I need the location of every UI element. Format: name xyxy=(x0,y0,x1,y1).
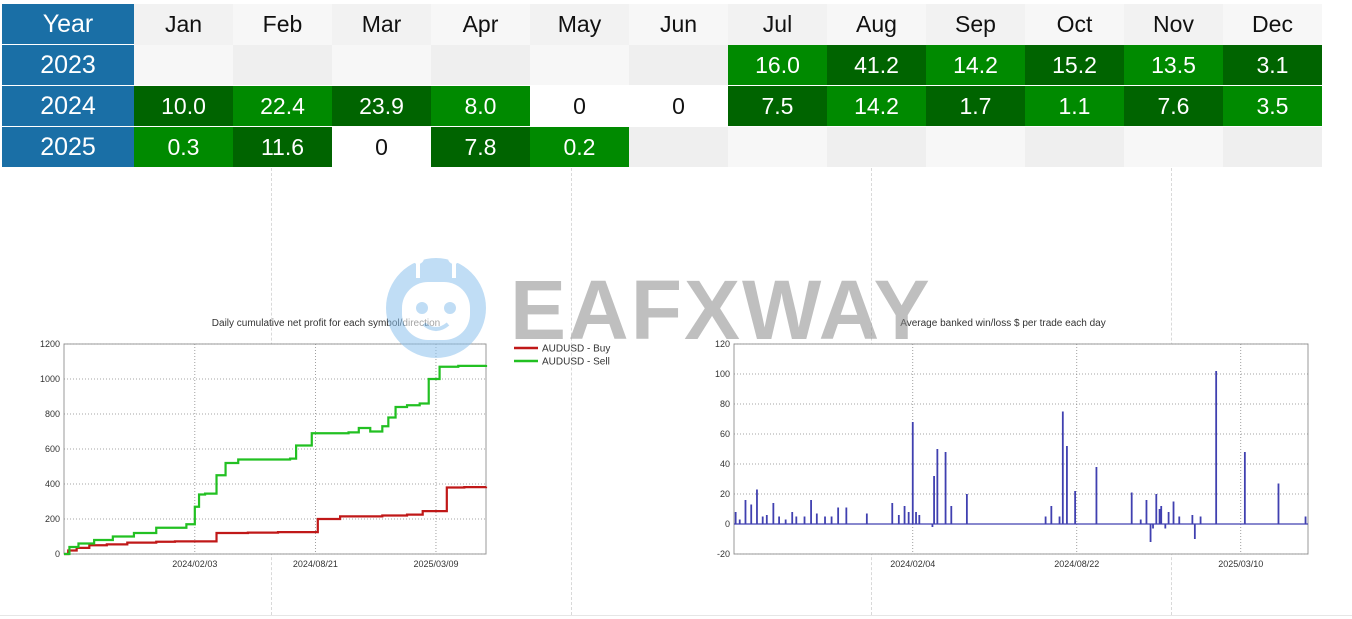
series-line-1 xyxy=(64,364,488,556)
y-tick-label: 40 xyxy=(720,459,730,469)
month-value-cell: 0.2 xyxy=(530,127,629,168)
month-value-cell: 1.1 xyxy=(1025,86,1124,127)
x-tick-label: 2024/08/21 xyxy=(293,559,338,569)
month-value-cell: 7.8 xyxy=(431,127,530,168)
x-tick-label: 2025/03/09 xyxy=(413,559,458,569)
month-value-cell: 14.2 xyxy=(926,45,1025,86)
month-value-cell: 14.2 xyxy=(827,86,926,127)
month-value-cell xyxy=(1025,127,1124,168)
y-tick-label: -20 xyxy=(717,549,730,559)
month-value-cell xyxy=(233,45,332,86)
month-value-cell: 0.3 xyxy=(134,127,233,168)
table-header-row: Year Jan Feb Mar Apr May Jun Jul Aug Sep Oct Nov De… xyxy=(2,4,1322,45)
x-tick-label: 2025/03/10 xyxy=(1218,559,1263,569)
y-tick-label: 120 xyxy=(715,339,730,349)
month-value-cell: 3.5 xyxy=(1223,86,1322,127)
table-body: 2023 16.0 41.2 14.2 15.2 13.5 3.1 2024 10.0 22.4 2… xyxy=(2,45,1322,168)
month-header-jan: Jan xyxy=(134,4,233,45)
bottom-border xyxy=(0,615,1352,616)
y-tick-label: 600 xyxy=(45,444,60,454)
month-value-cell: 3.1 xyxy=(1223,45,1322,86)
month-value-cell: 8.0 xyxy=(431,86,530,127)
table-row: 2024 10.0 22.4 23.9 8.0 0 0 7.5 14.2 1.7 1.1 7.6 3.5 xyxy=(2,86,1322,127)
y-tick-label: 100 xyxy=(715,369,730,379)
year-cell: 2024 xyxy=(2,86,134,127)
month-value-cell xyxy=(1124,127,1223,168)
legend-label: AUDUSD - Sell xyxy=(542,357,610,368)
y-tick-label: 20 xyxy=(720,489,730,499)
y-tick-label: 400 xyxy=(45,479,60,489)
month-value-cell: 0 xyxy=(530,86,629,127)
month-header-jul: Jul xyxy=(728,4,827,45)
month-header-mar: Mar xyxy=(332,4,431,45)
month-header-nov: Nov xyxy=(1124,4,1223,45)
month-value-cell xyxy=(1223,127,1322,168)
y-tick-label: 0 xyxy=(55,549,60,559)
month-value-cell xyxy=(431,45,530,86)
month-header-aug: Aug xyxy=(827,4,926,45)
chart-legend: AUDUSD - Buy AUDUSD - Sell xyxy=(514,344,610,368)
month-header-may: May xyxy=(530,4,629,45)
grid-separator xyxy=(571,168,572,615)
y-tick-label: 0 xyxy=(725,519,730,529)
month-header-jun: Jun xyxy=(629,4,728,45)
month-value-cell: 1.7 xyxy=(926,86,1025,127)
month-value-cell: 41.2 xyxy=(827,45,926,86)
month-value-cell xyxy=(530,45,629,86)
month-header-dec: Dec xyxy=(1223,4,1322,45)
cumulative-profit-chart: Daily cumulative net profit for each sym… xyxy=(40,318,610,569)
month-header-sep: Sep xyxy=(926,4,1025,45)
month-value-cell xyxy=(629,45,728,86)
monthly-performance-table: Year Jan Feb Mar Apr May Jun Jul Aug Sep Oct Nov De… xyxy=(2,4,1322,168)
month-value-cell: 13.5 xyxy=(1124,45,1223,86)
avg-win-loss-chart: Average banked win/loss $ per trade each… xyxy=(715,318,1309,569)
month-value-cell xyxy=(926,127,1025,168)
x-tick-label: 2024/02/03 xyxy=(172,559,217,569)
month-value-cell: 7.5 xyxy=(728,86,827,127)
legend-label: AUDUSD - Buy xyxy=(542,344,610,355)
month-value-cell xyxy=(134,45,233,86)
month-value-cell: 0 xyxy=(629,86,728,127)
plot-frame xyxy=(733,343,1309,555)
x-tick-label: 2024/02/04 xyxy=(890,559,935,569)
month-value-cell: 23.9 xyxy=(332,86,431,127)
table-row: 2025 0.3 11.6 0 7.8 0.2 xyxy=(2,127,1322,168)
y-tick-label: 800 xyxy=(45,409,60,419)
y-tick-label: 60 xyxy=(720,429,730,439)
month-value-cell xyxy=(629,127,728,168)
month-value-cell xyxy=(827,127,926,168)
month-value-cell: 7.6 xyxy=(1124,86,1223,127)
month-value-cell: 22.4 xyxy=(233,86,332,127)
y-tick-label: 200 xyxy=(45,514,60,524)
series-line-0 xyxy=(64,486,488,556)
year-header: Year xyxy=(2,4,134,45)
month-header-apr: Apr xyxy=(431,4,530,45)
month-value-cell: 10.0 xyxy=(134,86,233,127)
month-value-cell: 11.6 xyxy=(233,127,332,168)
year-cell: 2025 xyxy=(2,127,134,168)
year-cell: 2023 xyxy=(2,45,134,86)
table-row: 2023 16.0 41.2 14.2 15.2 13.5 3.1 xyxy=(2,45,1322,86)
month-value-cell: 0 xyxy=(332,127,431,168)
chart-title: Daily cumulative net profit for each sym… xyxy=(212,318,440,329)
y-tick-label: 1200 xyxy=(40,339,60,349)
month-value-cell xyxy=(728,127,827,168)
chart-title: Average banked win/loss $ per trade each… xyxy=(900,318,1106,329)
month-header-feb: Feb xyxy=(233,4,332,45)
y-tick-label: 80 xyxy=(720,399,730,409)
month-value-cell: 15.2 xyxy=(1025,45,1124,86)
month-value-cell xyxy=(332,45,431,86)
month-value-cell: 16.0 xyxy=(728,45,827,86)
x-tick-label: 2024/08/22 xyxy=(1054,559,1099,569)
y-tick-label: 1000 xyxy=(40,374,60,384)
month-header-oct: Oct xyxy=(1025,4,1124,45)
